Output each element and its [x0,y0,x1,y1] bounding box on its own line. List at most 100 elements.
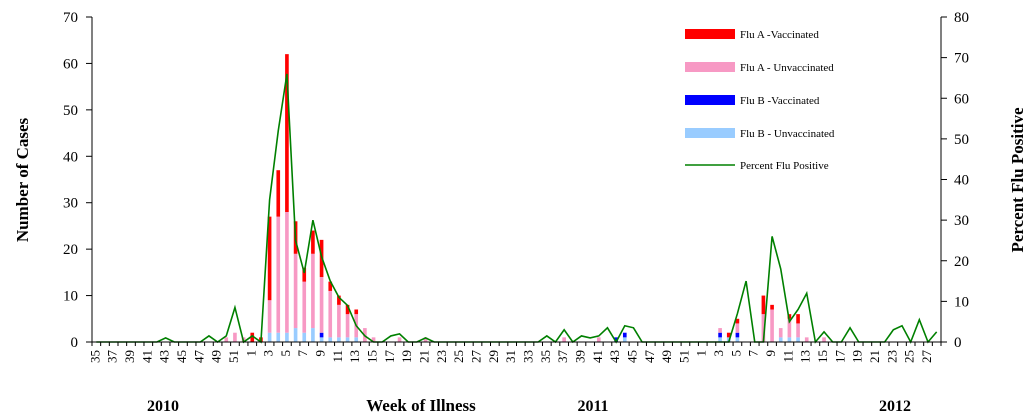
x-tick-label: 3 [711,350,726,357]
y2-tick-label: 40 [954,173,969,189]
bar-segment [718,328,722,333]
legend-swatch [685,62,735,72]
y-tick-label: 0 [71,335,79,351]
x-tick-label: 37 [105,350,120,364]
bar-segment [718,332,722,338]
y-tick-label: 70 [63,10,78,26]
bar-segment [735,337,740,342]
x-tick-label: 9 [763,350,778,357]
x-tick-label: 47 [191,349,206,363]
y2-tick-label: 0 [954,335,962,351]
bar-segment [285,54,289,212]
bar-segment [354,309,359,315]
bar-segment [562,337,566,342]
x-tick-label: 13 [798,350,813,363]
bar-segment [726,332,731,338]
bar-segment [796,314,800,324]
bar-segment [328,337,333,342]
x-tick-label: 37 [555,350,570,364]
x-tick-label: 47 [642,349,657,363]
bar-segment [804,337,809,342]
bar-segment [250,332,255,342]
bar-segment [787,337,792,342]
line-layer [96,73,938,344]
bar-segment [319,277,324,333]
y2-tick-label: 50 [954,132,969,148]
x-tick-label: 19 [399,350,414,363]
bar-segment [337,304,341,338]
x-tick-label: 23 [884,350,899,363]
x-tick-label: 35 [538,350,553,363]
bar-segment [622,337,627,342]
x-tick-label: 15 [815,350,830,363]
bar-segment [276,170,281,217]
bar-segment [735,323,740,333]
legend: Flu A -Vaccinated Flu A - Unvaccinated Flu… [685,29,835,172]
x-tick-label: 45 [174,350,189,363]
x-tick-label: 1 [694,350,709,357]
bar-segment [319,332,324,338]
x-tick-label: 7 [295,350,310,357]
x-tick-label: 9 [313,350,328,357]
bar-segment [354,337,359,342]
y2-tick-label: 60 [954,91,969,107]
bar-segment [293,253,298,329]
x-tick-label: 13 [347,350,362,363]
bar-layer [224,54,826,342]
bar-segment [614,337,618,342]
x-tick-label: 41 [139,350,154,363]
x-tick-label: 15 [365,350,380,363]
x-tick-label: 21 [417,350,432,363]
y2-axis-title: Percent Flu Positive [1008,107,1027,253]
bar-segment [293,328,298,342]
bar-segment [761,314,766,342]
bar-segment [337,295,341,305]
bar-segment [311,328,315,342]
x-tick-label: 7 [746,350,761,357]
x-tick-label: 27 [919,350,934,364]
legend-swatch [685,128,735,138]
x-tick-label: 23 [434,350,449,363]
bar-segment [796,337,800,342]
x-tick-label: 39 [572,350,587,363]
year-label-2012: 2012 [879,398,911,415]
x-tick-label: 33 [520,350,535,363]
legend-swatch [685,29,735,39]
bar-segment [822,337,826,342]
bar-segment [787,318,792,338]
y-tick-label: 30 [63,196,78,212]
bar-segment [735,332,740,338]
y-tick-label: 40 [63,149,78,165]
x-tick-label: 25 [451,350,466,363]
bar-segment [796,323,800,338]
bar-segment [302,281,307,333]
y2-tick-label: 10 [954,294,969,310]
bar-segment [302,267,307,282]
bar-segment [735,318,740,324]
year-label-2010: 2010 [147,398,179,415]
bar-segment [596,337,601,342]
bar-segment [285,332,289,342]
bar-segment [319,337,324,342]
x-tick-label: 29 [486,350,501,363]
x-tick-label: 5 [278,350,293,357]
bar-segment [761,295,766,315]
bar-segment [337,337,341,342]
x-tick-label: 25 [902,350,917,363]
bar-segment [787,314,792,319]
legend-label: Percent Flu Positive [740,160,829,172]
y2-tick-label: 80 [954,10,969,26]
legend-label: Flu A -Vaccinated [740,29,819,41]
bar-segment [311,230,315,254]
bar-segment [224,337,229,342]
x-tick-label: 3 [261,350,276,357]
x-tick-label: 49 [659,350,674,363]
bar-segment [311,253,315,329]
x-tick-label: 5 [728,350,743,357]
bar-segment [778,328,783,338]
y2-tick-label: 20 [954,254,969,270]
bar-segment [267,300,272,333]
x-tick-label: 17 [382,349,397,363]
